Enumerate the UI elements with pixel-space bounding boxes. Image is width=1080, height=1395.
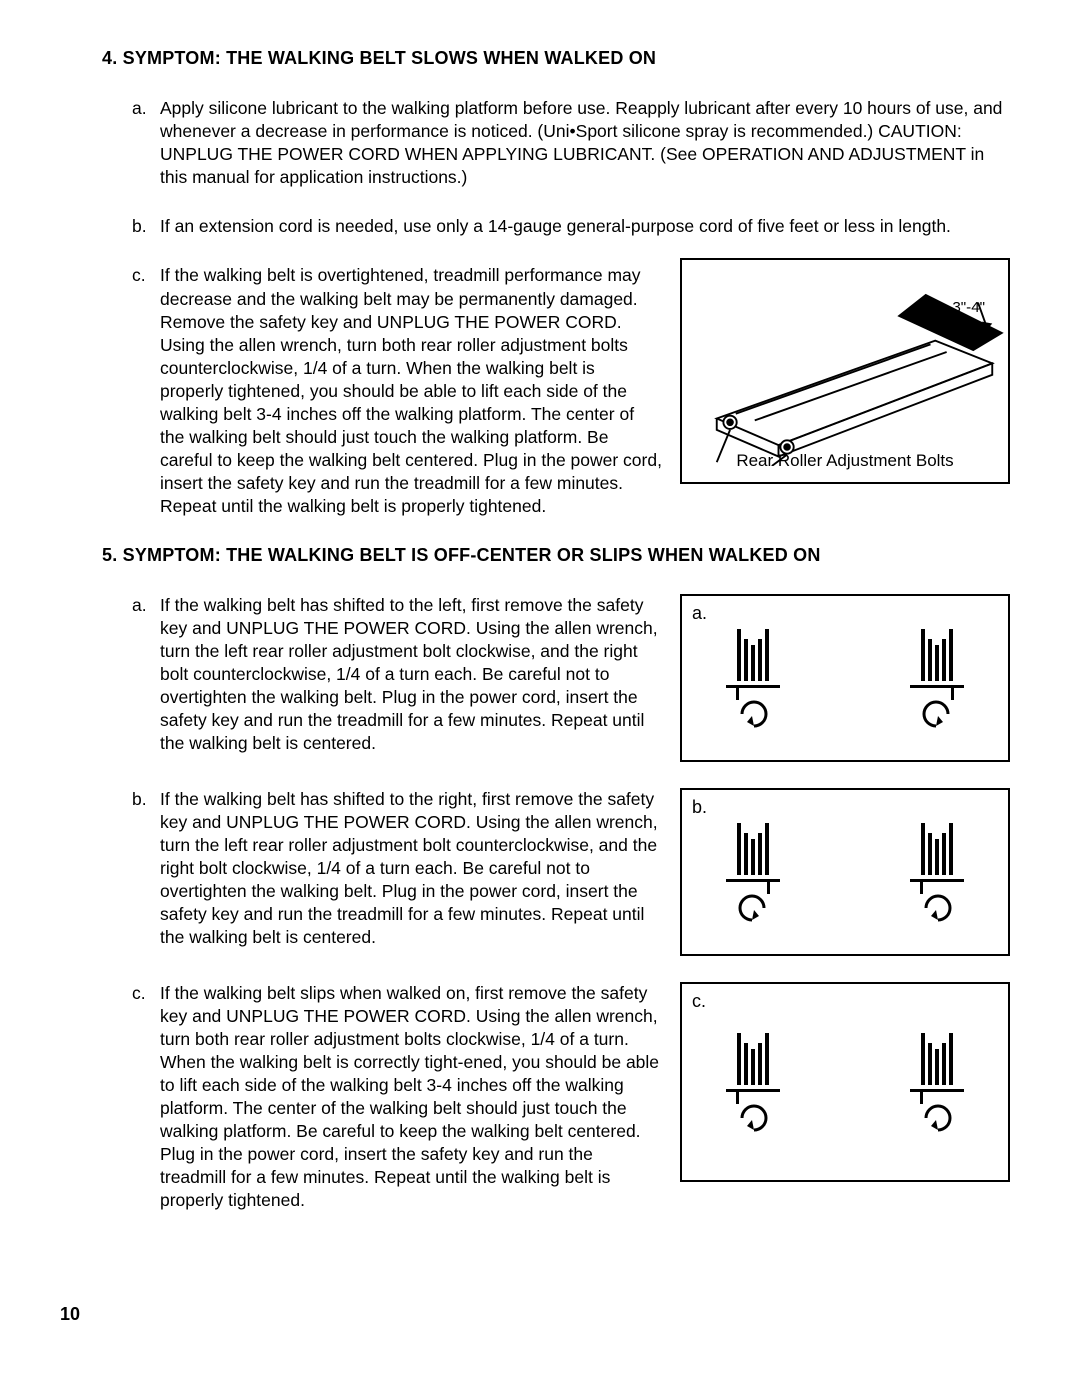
s4-a-prefix: a. [132, 97, 147, 120]
fig-rear-roller: 3"-4" Rear Roller Adjustment Bolts [680, 258, 1010, 484]
s5-b-prefix: b. [132, 788, 147, 811]
s5-c-text: If the walking belt slips when walked on… [160, 983, 659, 1211]
s4-b-prefix: b. [132, 215, 147, 238]
treadmill-diagram-icon: 3"-4" [683, 276, 1007, 466]
s5-a-prefix: a. [132, 594, 147, 617]
fig4-caption: Rear Roller Adjustment Bolts [682, 450, 1008, 472]
s5-c-prefix: c. [132, 982, 146, 1005]
s4-b-text: If an extension cord is needed, use only… [160, 216, 951, 236]
left-roller-5a [726, 629, 780, 734]
right-roller-5b [910, 823, 964, 928]
right-roller-5c [910, 1033, 964, 1138]
left-roller-5b [726, 823, 780, 928]
s4-c-text: If the walking belt is overtightened, tr… [160, 265, 662, 516]
s5-b-text: If the walking belt has shifted to the r… [160, 789, 658, 948]
fig-5c: c. [680, 982, 1010, 1182]
fig-5a: a. [680, 594, 1010, 762]
s4-c-prefix: c. [132, 264, 146, 287]
fig-5a-label: a. [692, 602, 707, 626]
s5-a-text: If the walking belt has shifted to the l… [160, 595, 658, 754]
section-4-title: 4. SYMPTOM: THE WALKING BELT SLOWS WHEN … [102, 48, 1010, 69]
section-5-title: 5. SYMPTOM: THE WALKING BELT IS OFF-CENT… [102, 545, 1010, 566]
s4-item-b: b. If an extension cord is needed, use o… [160, 215, 1010, 238]
s5-item-c: c. If the walking belt slips when walked… [160, 982, 1010, 1213]
fig-5c-label: c. [692, 990, 706, 1014]
s4-item-c: c. If the walking belt is overtightened,… [160, 264, 1010, 518]
page-number: 10 [60, 1304, 80, 1325]
s4-a-text: Apply silicone lubricant to the walking … [160, 98, 1002, 187]
fig-5b-label: b. [692, 796, 707, 820]
s5-item-b: b. If the walking belt has shifted to th… [160, 788, 1010, 956]
fig-5b: b. [680, 788, 1010, 956]
right-roller-5a [910, 629, 964, 734]
s4-item-a: a. Apply silicone lubricant to the walki… [160, 97, 1010, 189]
s5-item-a: a. If the walking belt has shifted to th… [160, 594, 1010, 762]
left-roller-5c [726, 1033, 780, 1138]
